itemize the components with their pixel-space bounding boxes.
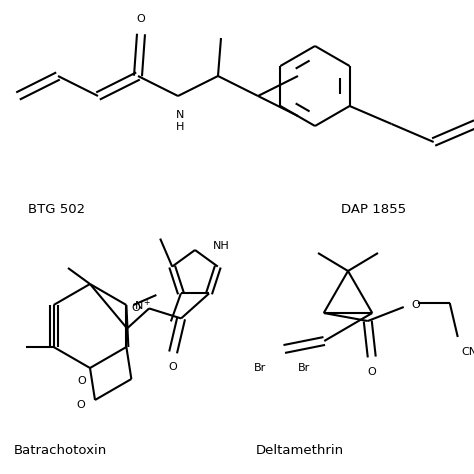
Text: N$^+$: N$^+$ bbox=[134, 297, 152, 313]
Text: Br: Br bbox=[254, 363, 266, 373]
Text: O: O bbox=[367, 367, 376, 377]
Text: Batrachotoxin: Batrachotoxin bbox=[14, 445, 108, 457]
Text: O: O bbox=[76, 400, 85, 410]
Text: O: O bbox=[412, 300, 420, 310]
Text: DAP 1855: DAP 1855 bbox=[341, 203, 406, 216]
Text: Br: Br bbox=[298, 363, 310, 373]
Text: Deltamethrin: Deltamethrin bbox=[256, 445, 344, 457]
Text: N: N bbox=[176, 110, 184, 120]
Text: BTG 502: BTG 502 bbox=[28, 203, 86, 216]
Text: CN: CN bbox=[462, 347, 474, 357]
Text: O: O bbox=[137, 14, 146, 24]
Text: NH: NH bbox=[213, 241, 230, 251]
Text: O: O bbox=[77, 376, 86, 386]
Text: H: H bbox=[176, 122, 184, 132]
Text: O: O bbox=[131, 303, 140, 313]
Text: O: O bbox=[169, 363, 177, 373]
